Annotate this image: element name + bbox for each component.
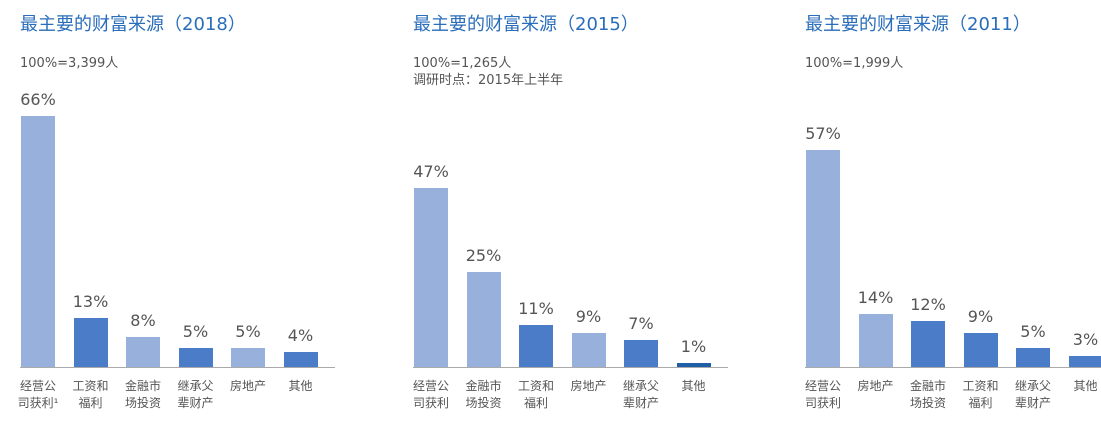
subtitle: 100%=1,265人 xyxy=(413,56,512,71)
value-label: 5% xyxy=(1020,322,1046,341)
category-label: 继承父辈财产 xyxy=(1014,379,1051,410)
chart-panel: 最主要的财富来源（2015） 100%=1,265人调研时点：2015年上半年 47… xyxy=(413,0,773,424)
bar xyxy=(676,363,711,367)
bar xyxy=(963,332,998,367)
category-label: 经营公司获利 xyxy=(804,379,841,410)
bar xyxy=(126,336,160,367)
value-label: 57% xyxy=(805,124,841,144)
bar xyxy=(1068,355,1101,367)
category-label: 金融市场投资 xyxy=(465,379,502,410)
category-label: 房地产 xyxy=(229,379,266,393)
category-label: 经营公司获利¹ xyxy=(17,379,59,410)
value-label: 66% xyxy=(20,90,56,110)
value-label: 9% xyxy=(967,306,994,326)
bar xyxy=(178,348,213,367)
bar xyxy=(571,332,606,367)
category-label: 房地产 xyxy=(857,379,894,393)
bar xyxy=(231,348,265,367)
chart-panel: 最主要的财富来源（2011） 100%=1,999人 57% 经营公司获利 14% 房地产… xyxy=(805,0,1101,424)
value-label: 7% xyxy=(628,314,654,334)
baseline xyxy=(413,367,728,368)
baseline xyxy=(805,367,1101,368)
value-label: 5% xyxy=(182,322,209,341)
subtitle: 100%=3,399人 xyxy=(20,56,119,71)
chart-panel: 最主要的财富来源（2018） 100%=3,399人 66% 经营公司获利¹ 13% 工资… xyxy=(18,0,380,424)
category-label: 继承父辈财产 xyxy=(177,379,214,410)
value-label: 25% xyxy=(465,246,502,265)
category-label: 其他 xyxy=(288,379,313,393)
value-label: 4% xyxy=(287,325,314,345)
bar xyxy=(283,351,318,367)
value-label: 11% xyxy=(518,299,554,319)
value-label: 9% xyxy=(575,306,602,326)
bar xyxy=(466,272,501,367)
category-label: 经营公司获利 xyxy=(412,379,449,410)
category-label: 工资和福利 xyxy=(517,379,554,410)
bar xyxy=(911,321,945,367)
value-label: 14% xyxy=(857,287,894,307)
category-label: 工资和福利 xyxy=(962,379,999,410)
category-label: 工资和福利 xyxy=(72,379,109,410)
category-label: 金融市场投资 xyxy=(124,379,161,410)
subtitle: 100%=1,999人 xyxy=(805,56,904,71)
bar xyxy=(806,150,840,367)
baseline xyxy=(20,367,335,368)
bar xyxy=(21,116,55,367)
bar xyxy=(624,340,658,367)
category-label: 金融市场投资 xyxy=(909,379,946,410)
category-label: 房地产 xyxy=(570,379,607,393)
value-label: 3% xyxy=(1072,329,1099,349)
value-label: 1% xyxy=(680,337,707,357)
category-label: 其他 xyxy=(681,379,706,393)
bar xyxy=(1016,348,1050,367)
bar xyxy=(519,325,553,367)
chart-title: 最主要的财富来源（2018） xyxy=(20,14,246,35)
value-label: 13% xyxy=(72,291,109,311)
chart-title: 最主要的财富来源（2015） xyxy=(413,14,639,35)
category-label: 其他 xyxy=(1073,379,1098,393)
bar xyxy=(414,188,448,367)
value-label: 47% xyxy=(413,162,449,182)
bar xyxy=(73,317,108,367)
chart-title: 最主要的财富来源（2011） xyxy=(805,14,1031,35)
bar xyxy=(858,313,893,367)
category-label: 继承父辈财产 xyxy=(622,379,659,410)
value-label: 5% xyxy=(235,322,261,341)
value-label: 12% xyxy=(910,295,946,315)
value-label: 8% xyxy=(130,310,156,330)
subtitle: 调研时点：2015年上半年 xyxy=(413,73,564,88)
